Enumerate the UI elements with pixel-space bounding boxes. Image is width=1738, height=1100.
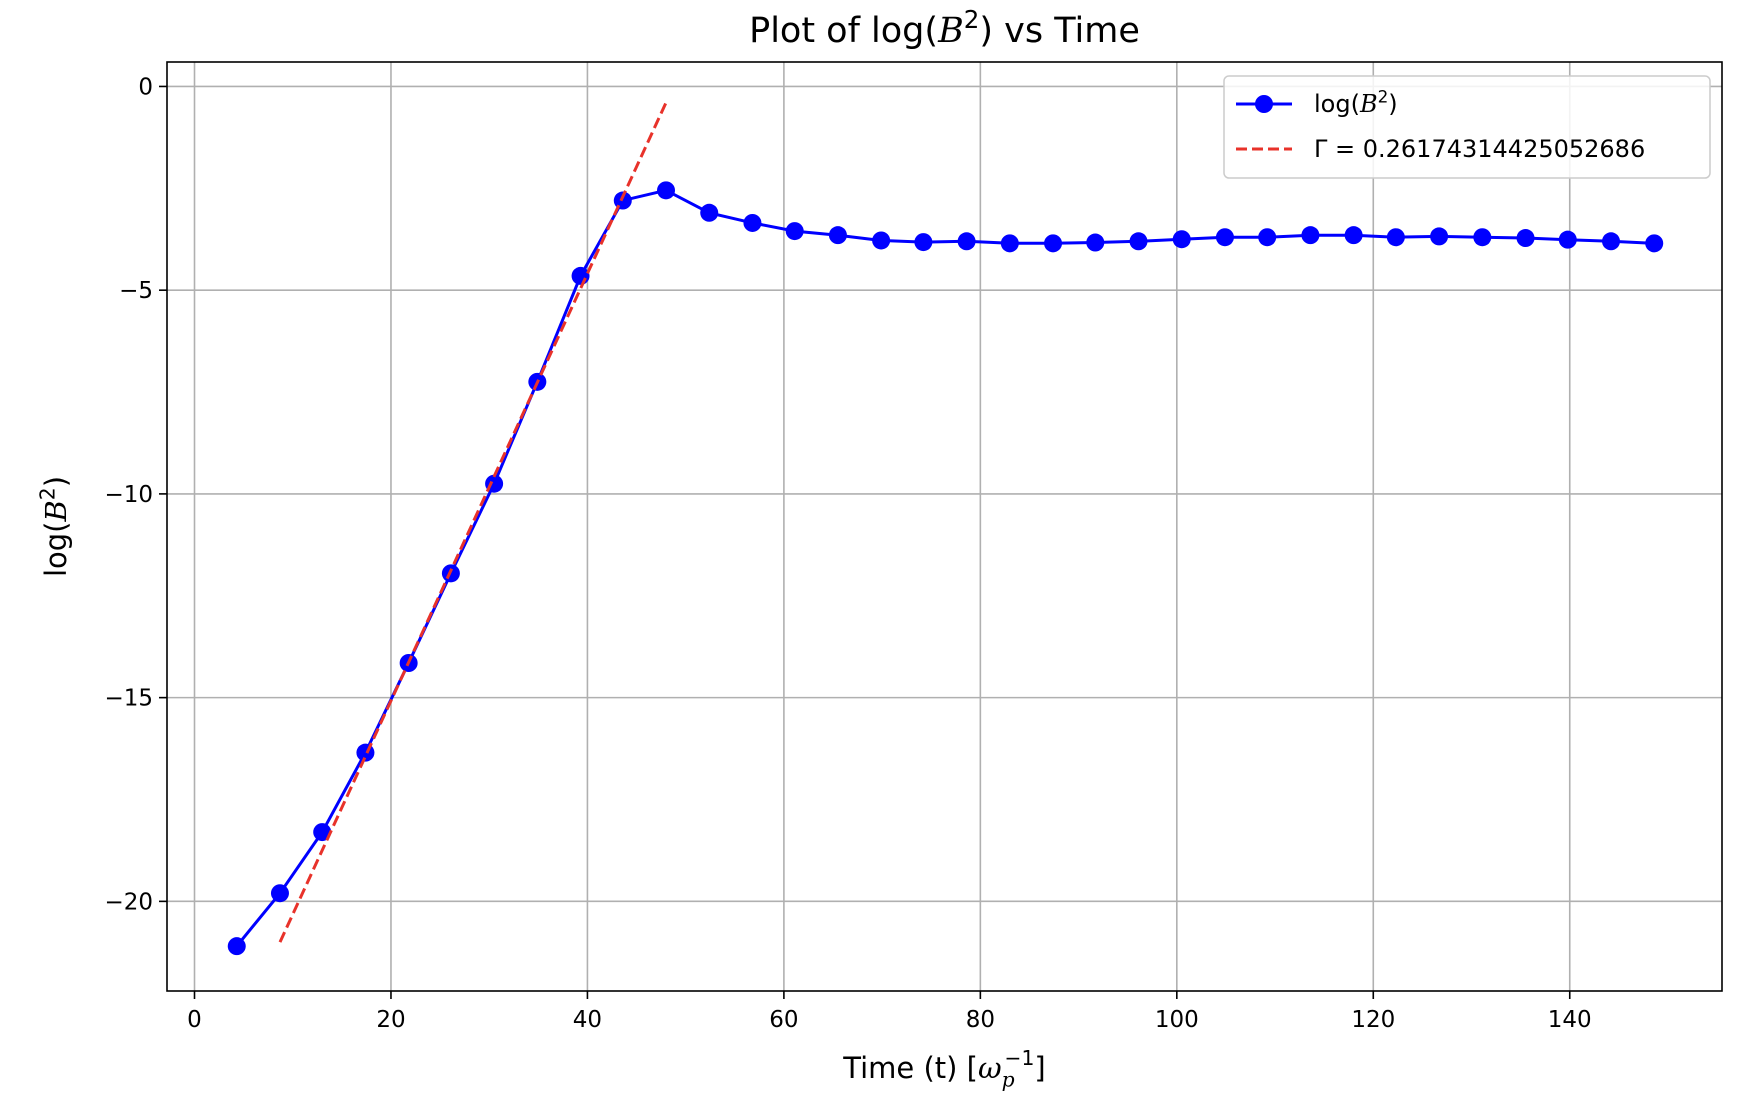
data-point (1215, 228, 1234, 247)
data-point (1386, 228, 1405, 247)
series-0 (227, 181, 1664, 956)
data-point (785, 222, 804, 241)
data-point (957, 232, 976, 251)
x-tick-label: 120 (1351, 1007, 1395, 1033)
legend-marker-swatch (1255, 95, 1273, 113)
x-tick-label: 20 (376, 1007, 405, 1033)
data-point (1516, 229, 1535, 248)
data-point (1258, 228, 1277, 247)
data-point (1645, 234, 1664, 253)
data-point (872, 231, 891, 250)
data-point (1601, 232, 1620, 251)
data-point (657, 181, 676, 200)
x-tick-label: 0 (187, 1007, 202, 1033)
data-point (1473, 228, 1492, 247)
series-layer (227, 102, 1664, 956)
data-point (914, 233, 933, 252)
legend: log(B2) Γ = 0.26174314425052686 (1223, 75, 1711, 179)
y-tick-label: −20 (104, 889, 153, 915)
x-tick-label: 40 (573, 1007, 602, 1033)
x-tick-label: 80 (966, 1007, 995, 1033)
plot-area-frame (166, 61, 1723, 992)
data-point (227, 937, 246, 956)
data-point (571, 266, 590, 285)
grid (167, 62, 1722, 991)
series-line (235, 188, 1655, 948)
data-point (1430, 227, 1449, 246)
axis-ticks: 0 20 40 60 80 100 120 140 0 −5 −10 −15 −20 (104, 74, 1591, 1033)
data-point (828, 226, 847, 245)
axis-labels: Plot of log(B2) vs Time Time (t) [ωp−1] lo… (35, 5, 1140, 1092)
y-tick-label: −15 (104, 686, 153, 712)
legend-entry-series: log(B2) (1236, 86, 1398, 118)
legend-label-fit: Γ = 0.26174314425052686 (1314, 135, 1645, 163)
legend-entry-fit: Γ = 0.26174314425052686 (1236, 135, 1645, 163)
data-point (1172, 230, 1191, 249)
series-1 (278, 102, 668, 943)
data-point (313, 823, 332, 842)
data-point (1344, 226, 1363, 245)
y-tick-label: −10 (104, 482, 153, 508)
data-point (1129, 232, 1148, 251)
x-tick-label: 60 (769, 1007, 798, 1033)
data-point (1558, 230, 1577, 249)
y-tick-label: −5 (119, 278, 153, 304)
y-tick-label: 0 (138, 74, 153, 100)
data-point (1044, 234, 1063, 253)
fit-line (278, 102, 668, 943)
chart-title: Plot of log(B2) vs Time (749, 5, 1140, 51)
x-axis-label: Time (t) [ωp−1] (842, 1046, 1045, 1092)
data-point (743, 213, 762, 232)
x-tick-label: 140 (1548, 1007, 1592, 1033)
legend-label-series: log(B2) (1314, 86, 1398, 118)
data-point (700, 203, 719, 222)
x-tick-label: 100 (1155, 1007, 1199, 1033)
data-point (1000, 234, 1019, 253)
data-point (1086, 233, 1105, 252)
y-axis-label: log(B2) (35, 476, 73, 577)
data-point (270, 884, 289, 903)
data-point (1301, 226, 1320, 245)
legend-box (1223, 75, 1711, 179)
